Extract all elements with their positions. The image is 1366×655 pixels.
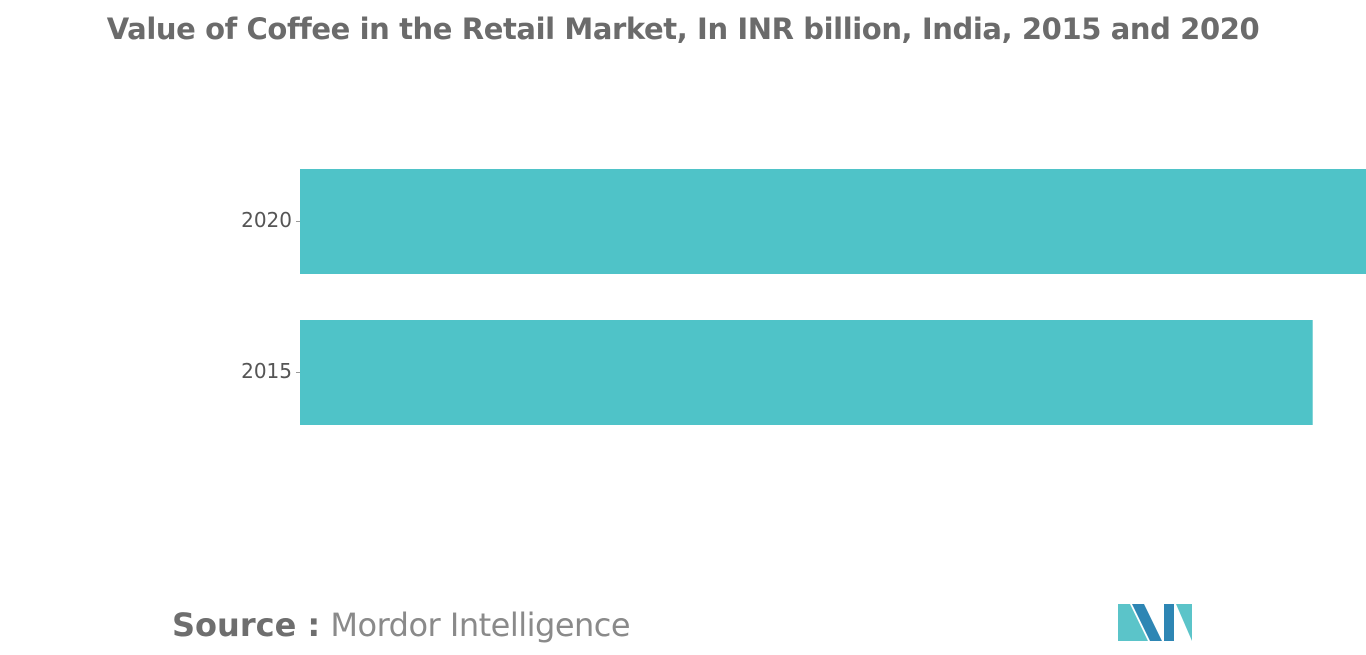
y-tick-label-2020: 2020 (241, 208, 292, 232)
logo-shape-mid (1132, 604, 1162, 641)
logo-shape-right (1164, 604, 1174, 641)
source-footer: Source : Mordor Intelligence (172, 606, 631, 644)
y-axis: 2020 2015 (241, 208, 300, 383)
bar-2020 (300, 169, 1366, 274)
y-tick-label-2015: 2015 (241, 359, 292, 383)
chart-title: Value of Coffee in the Retail Market, In… (106, 12, 1260, 46)
source-name: Mordor Intelligence (330, 606, 631, 644)
mordor-intelligence-logo (1118, 604, 1192, 641)
logo-shape-left (1118, 604, 1148, 641)
source-prefix: Source : (172, 606, 321, 644)
logo-shape-tail (1176, 604, 1192, 641)
bars-layer (300, 169, 1366, 425)
bar-2015 (300, 320, 1313, 425)
